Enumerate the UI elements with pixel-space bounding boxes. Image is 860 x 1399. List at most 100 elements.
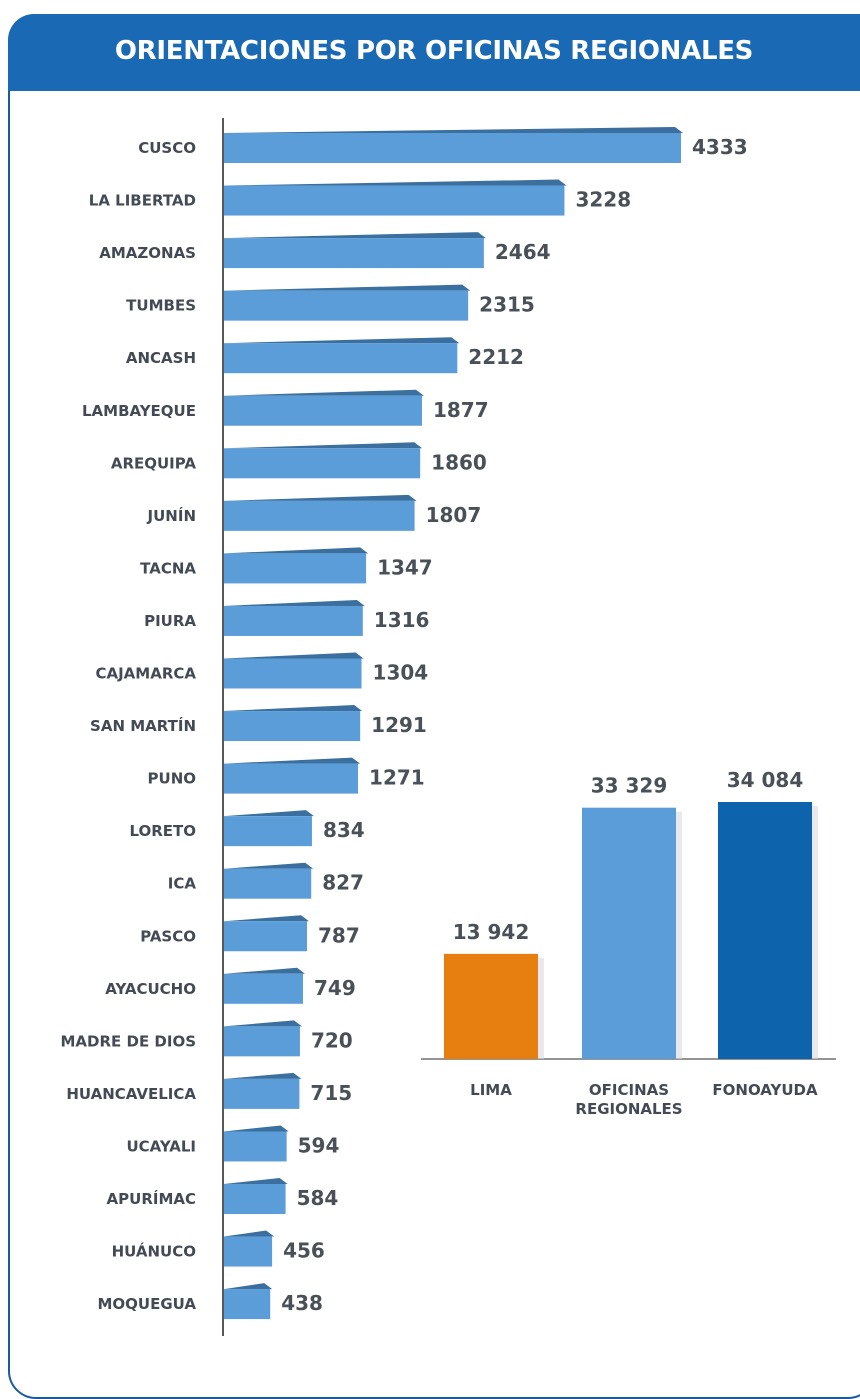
category-label: HUÁNUCO: [112, 1242, 196, 1261]
bar-la-libertad: [224, 185, 565, 216]
category-label: LORETO: [129, 822, 196, 840]
category-label: AREQUIPA: [111, 454, 197, 472]
value-label: 720: [311, 1028, 353, 1052]
value-label: 2212: [468, 345, 524, 369]
bar-loreto: [224, 816, 312, 847]
value-label: 2315: [479, 293, 535, 317]
value-label: 3228: [575, 188, 631, 212]
summary-category-label: LIMA: [470, 1081, 512, 1099]
bar-junín: [224, 500, 415, 531]
category-label: APURÍMAC: [107, 1189, 196, 1208]
value-label: 1304: [373, 661, 429, 685]
bar-top-face: [224, 1230, 275, 1237]
bar-top-face: [224, 442, 423, 449]
value-label: 827: [322, 871, 364, 895]
bar-ancash: [224, 343, 458, 374]
bar-top-face: [224, 337, 460, 344]
category-label: AMAZONAS: [99, 244, 196, 262]
category-label: LA LIBERTAD: [89, 192, 196, 210]
value-label: 1347: [377, 555, 433, 579]
bar-chart-figure: CUSCO 4333 LA LIBERTAD 3228 AMAZONAS 2464 TUMB…: [60, 118, 836, 1336]
value-label: 1877: [433, 398, 489, 422]
page-title: ORIENTACIONES POR OFICINAS REGIONALES: [114, 35, 754, 66]
bar-top-face: [224, 1072, 302, 1079]
summary-bar-lima: [444, 953, 538, 1059]
bar-lambayeque: [224, 395, 422, 426]
summary-value-label: 33 329: [591, 774, 668, 798]
bar-tumbes: [224, 290, 469, 321]
bar-ucayali: [224, 1131, 287, 1162]
value-label: 715: [310, 1081, 352, 1105]
summary-bar-oficinas-regionales: [582, 807, 676, 1059]
category-label: JUNÍN: [147, 506, 196, 525]
value-label: 749: [314, 976, 356, 1000]
category-label: MOQUEGUA: [98, 1295, 197, 1313]
bar-apurímac: [224, 1184, 286, 1214]
bar-top-face: [224, 652, 364, 659]
value-label: 594: [298, 1133, 340, 1157]
bar-top-face: [224, 915, 310, 922]
bar-san-martín: [224, 711, 361, 742]
bar-piura: [224, 605, 363, 636]
bar-cajamarca: [224, 658, 362, 689]
category-label: ICA: [168, 875, 197, 893]
summary-category-label: REGIONALES: [575, 1100, 682, 1118]
bar-top-face: [224, 232, 486, 239]
category-label: TUMBES: [126, 297, 196, 315]
bar-puno: [224, 763, 359, 794]
category-label: TACNA: [140, 559, 196, 577]
summary-value-label: 34 084: [727, 768, 804, 792]
summary-bar-fonoayuda: [718, 802, 812, 1059]
category-label: CUSCO: [138, 139, 196, 157]
category-label: HUANCAVELICA: [66, 1085, 196, 1103]
category-label: UCAYALI: [126, 1137, 196, 1155]
category-label: PUNO: [148, 770, 196, 788]
bar-huánuco: [224, 1236, 273, 1267]
bar-moquegua: [224, 1289, 271, 1320]
value-label: 4333: [692, 135, 748, 159]
bar-huancavelica: [224, 1078, 300, 1109]
bar-top-face: [224, 705, 363, 712]
title-banner: ORIENTACIONES POR OFICINAS REGIONALES: [8, 14, 860, 91]
bar-top-face: [224, 1020, 302, 1027]
category-label: PIURA: [144, 612, 196, 630]
summary-value-label: 13 942: [453, 920, 530, 944]
summary-category-label: FONOAYUDA: [712, 1081, 818, 1099]
bar-top-face: [224, 810, 314, 817]
value-label: 1316: [374, 608, 430, 632]
category-label: CAJAMARCA: [95, 665, 196, 683]
category-label: ANCASH: [126, 349, 196, 367]
bar-top-face: [224, 1178, 288, 1184]
bar-top-face: [224, 1125, 289, 1132]
value-label: 787: [318, 923, 360, 947]
bar-top-face: [224, 389, 424, 396]
summary-category-label: OFICINAS: [589, 1081, 669, 1099]
bar-top-face: [224, 757, 361, 764]
bar-tacna: [224, 553, 367, 584]
bar-pasco: [224, 921, 308, 952]
category-label: PASCO: [140, 927, 196, 945]
category-label: AYACUCHO: [105, 980, 196, 998]
value-label: 1271: [369, 766, 425, 790]
category-label: MADRE DE DIOS: [60, 1032, 196, 1050]
bar-top-face: [224, 599, 365, 606]
value-label: 2464: [495, 240, 551, 264]
bar-ica: [224, 868, 312, 899]
category-label: LAMBAYEQUE: [82, 402, 196, 420]
category-label: SAN MARTÍN: [90, 716, 196, 735]
value-label: 1291: [371, 713, 427, 737]
bar-top-face: [224, 127, 683, 133]
bar-top-face: [224, 179, 567, 186]
bar-top-face: [224, 1283, 273, 1290]
bar-madre-de-dios: [224, 1026, 300, 1057]
value-label: 1860: [431, 450, 487, 474]
bar-top-face: [224, 967, 305, 974]
bar-ayacucho: [224, 973, 303, 1004]
value-label: 456: [283, 1239, 325, 1263]
bar-arequipa: [224, 448, 421, 479]
bar-top-face: [224, 494, 417, 501]
regional-bars: CUSCO 4333 LA LIBERTAD 3228 AMAZONAS 2464 TUMB…: [60, 127, 748, 1320]
value-label: 834: [323, 818, 365, 842]
bar-top-face: [224, 862, 314, 869]
